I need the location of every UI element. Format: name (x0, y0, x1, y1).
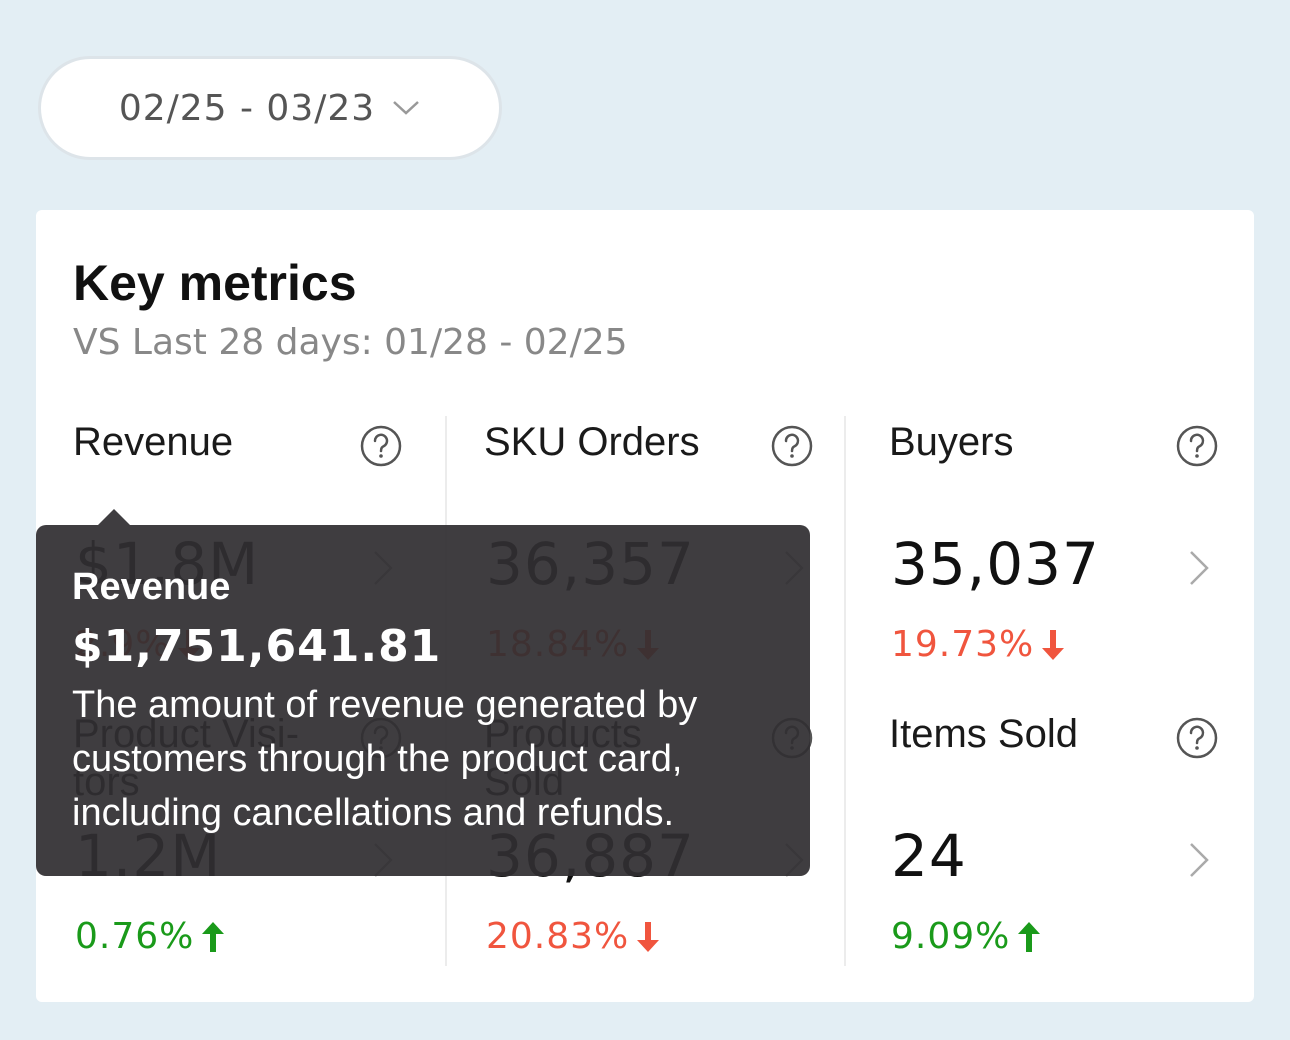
metric-change: 0.76% (75, 916, 226, 957)
metric-change-value: 19.73% (891, 624, 1035, 665)
metric-label: Items Sold (889, 712, 1078, 756)
metric-value: 35,037 (891, 530, 1100, 598)
date-range-label: 02/25 - 03/23 (118, 87, 376, 129)
metric-change: 9.09% (891, 916, 1042, 957)
metric-tile[interactable]: Items Sold 24 9.09% (889, 710, 1219, 970)
tooltip-description: The amount of revenue generated by custo… (72, 684, 698, 834)
metric-tile[interactable]: Buyers 35,037 19.73% (889, 418, 1219, 678)
metric-change-value: 20.83% (486, 916, 630, 957)
metric-change: 20.83% (486, 916, 661, 957)
revenue-tooltip: Revenue $1,751,641.81 The amount of reve… (36, 509, 810, 876)
question-circle-icon[interactable] (1175, 716, 1219, 760)
metric-change-value: 9.09% (891, 916, 1011, 957)
chevron-right-icon[interactable] (1187, 548, 1211, 588)
tooltip-value: $1,751,641.81 (72, 621, 442, 672)
tooltip-title: Revenue (72, 566, 231, 608)
arrow-down-icon (637, 921, 660, 952)
tooltip-pointer (98, 509, 130, 525)
metric-label: Buyers (889, 420, 1014, 464)
arrow-up-icon (1018, 921, 1041, 952)
column-divider (844, 416, 846, 966)
metric-label: Revenue (73, 420, 234, 464)
card-title: Key metrics (73, 255, 357, 311)
chevron-right-icon[interactable] (1187, 840, 1211, 880)
metric-change-value: 0.76% (75, 916, 195, 957)
date-range-selector[interactable]: 02/25 - 03/23 (38, 56, 502, 160)
question-circle-icon[interactable] (1175, 424, 1219, 468)
arrow-down-icon (1042, 629, 1065, 660)
chevron-down-icon (393, 101, 420, 115)
question-circle-icon[interactable] (359, 424, 403, 468)
question-circle-icon[interactable] (770, 424, 814, 468)
metric-label: SKU Orders (484, 420, 700, 464)
arrow-up-icon (202, 921, 225, 952)
card-subtitle: VS Last 28 days: 01/28 - 02/25 (73, 322, 628, 363)
metric-value: 24 (891, 822, 967, 890)
metric-change: 19.73% (891, 624, 1066, 665)
